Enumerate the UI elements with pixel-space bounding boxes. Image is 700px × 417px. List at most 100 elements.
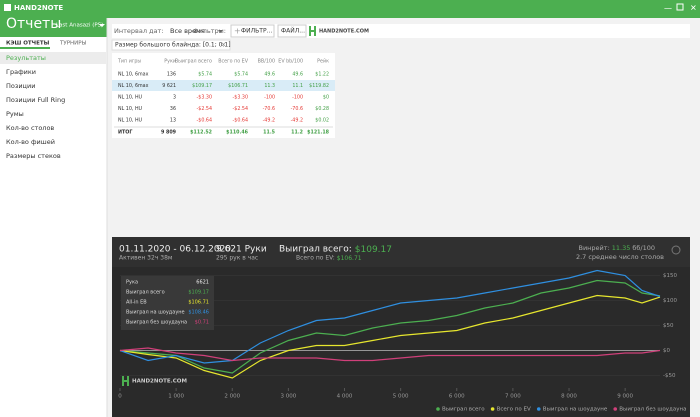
- tooltip-label: Выиграл на шоудауне: [126, 310, 185, 316]
- filter-button[interactable]: [230, 24, 275, 38]
- date-range: 01.11.2020 - 06.12.2020: [119, 245, 231, 255]
- table-cell: $0.28: [315, 106, 329, 112]
- table-cell: 49.6: [292, 72, 303, 78]
- table-cell: 11.1: [292, 83, 303, 89]
- table-cell: 9 621: [162, 83, 176, 89]
- x-tick-label: 9 000: [617, 394, 633, 400]
- table-cell: Рейк: [317, 58, 329, 65]
- y-tick-label: $50: [663, 323, 674, 329]
- watermark: HAND2NOTE.COM: [132, 379, 187, 385]
- menu-item[interactable]: Графики: [6, 68, 36, 76]
- ev-value: $106.71: [337, 255, 362, 262]
- table-cell: -$2.54: [197, 106, 212, 112]
- active-time: Активен 32ч 38м: [119, 255, 172, 262]
- filters-label: Фильтры:: [193, 27, 226, 35]
- table-cell: 11.2: [291, 130, 303, 136]
- logo: HAND2NOTE.COM: [319, 29, 369, 35]
- filter-button-label: ФИЛЬТР...: [241, 28, 272, 35]
- filter-chip[interactable]: [111, 39, 231, 51]
- tab: КЭШ ОТЧЕТЫ: [6, 41, 50, 47]
- menu-item[interactable]: Результаты: [6, 54, 46, 62]
- table-cell: $109.17: [192, 83, 212, 89]
- minimize[interactable]: —: [664, 4, 672, 13]
- logo-icon: [309, 26, 316, 36]
- caret: [99, 24, 105, 27]
- tooltip-label: All-in EB: [126, 300, 147, 306]
- caret: [218, 30, 223, 33]
- legend-label: Всего по EV: [497, 407, 531, 413]
- table-cell: -100: [292, 95, 303, 101]
- menu-item[interactable]: Позиции: [6, 82, 35, 90]
- x-tick-label: 0: [118, 394, 122, 400]
- winrate-unit: бб/100: [632, 244, 655, 252]
- table-cell: -49.2: [263, 118, 275, 124]
- menu-item[interactable]: Кол-во фишей: [6, 138, 55, 146]
- date-label: Интервал дат:: [114, 27, 164, 35]
- tab: ТУРНИРЫ: [59, 41, 87, 47]
- title-bar: [0, 0, 700, 18]
- table-cell: -70.6: [291, 106, 303, 112]
- chip-close[interactable]: ✕: [221, 42, 226, 49]
- x-tick-label: 8 000: [561, 394, 577, 400]
- y-tick-label: $100: [663, 298, 677, 304]
- table-cell: 3: [173, 95, 176, 101]
- table-cell: 36: [170, 106, 176, 112]
- y-tick-label: $150: [663, 273, 677, 279]
- table-cell: 11.5: [263, 130, 275, 136]
- sidebar: [0, 37, 107, 417]
- table-cell: EV bb/100: [278, 59, 303, 65]
- legend-label: Выиграл всего: [442, 407, 485, 413]
- maximize[interactable]: [676, 3, 684, 11]
- tooltip-value: $108.46: [188, 310, 209, 316]
- file-button[interactable]: [277, 24, 307, 38]
- header-title: Отчеты: [6, 16, 61, 32]
- hands-per-hour: 295 рук в час: [216, 255, 258, 262]
- menu-item[interactable]: Позиции Full Ring: [6, 96, 65, 104]
- won-value: $109.17: [355, 245, 392, 255]
- table-cell: 13: [170, 118, 176, 124]
- watermark-icon: [122, 376, 129, 386]
- tooltip-value: 6621: [196, 280, 209, 286]
- table-cell: NL 10, HU: [118, 106, 143, 112]
- legend-swatch: [613, 407, 618, 411]
- table-cell: -$3.30: [233, 95, 248, 101]
- ev-label: Всего по EV: $106.71: [296, 255, 362, 262]
- table-cell: $1.22: [315, 72, 329, 78]
- menu-item[interactable]: Кол-во столов: [6, 124, 54, 132]
- avg-tables: 2.7 среднее число столов: [576, 253, 664, 261]
- tooltip-label: Выиграл всего: [126, 290, 165, 296]
- x-tick-label: 1 000: [168, 394, 184, 400]
- legend-label: Выиграл на шоудауне: [543, 407, 608, 413]
- series-line: [119, 347, 661, 362]
- filter-chip-label: Размер большого блайнда: [0.1; 0.1]: [115, 42, 231, 49]
- x-tick-label: 5 000: [393, 394, 409, 400]
- header: [0, 18, 107, 37]
- legend-swatch: [536, 407, 541, 411]
- date-select[interactable]: Все время: [170, 27, 205, 35]
- winrate-value: 11.35: [612, 244, 631, 252]
- tooltip: [121, 276, 214, 330]
- x-tick-label: 2 000: [224, 394, 240, 400]
- series-line: [119, 269, 661, 364]
- table-cell: -49.2: [291, 118, 303, 124]
- table-cell: NL 10, HU: [118, 95, 143, 101]
- table-cell: 11.3: [264, 83, 275, 89]
- table-cell: -100: [264, 95, 275, 101]
- app-name: HAND2NOTE: [14, 4, 63, 12]
- table-cell: NL 10, 6max: [118, 83, 149, 89]
- account-select[interactable]: Last Anasazi (PS): [56, 23, 103, 29]
- y-tick-label: $0: [663, 348, 670, 354]
- legend-swatch: [490, 407, 495, 411]
- menu-item[interactable]: Румы: [6, 110, 24, 118]
- close[interactable]: ✕: [690, 4, 697, 13]
- settings-icon[interactable]: [671, 245, 681, 255]
- won-label: Выиграл всего: $109.17: [279, 245, 392, 255]
- app-icon: [4, 4, 11, 11]
- table-cell: $106.71: [228, 83, 248, 89]
- menu-item[interactable]: Размеры стеков: [6, 152, 61, 160]
- table-cell: $119.82: [309, 83, 329, 89]
- table-cell: $5.74: [198, 72, 212, 78]
- tooltip-value: $106.71: [188, 300, 209, 306]
